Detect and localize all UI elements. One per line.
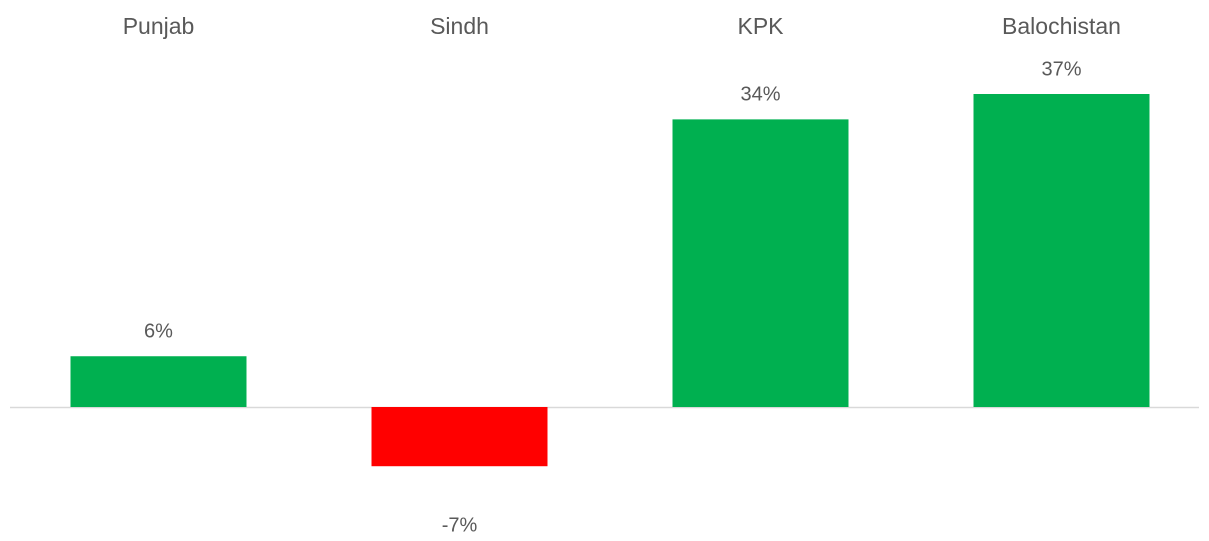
data-label: 34% — [740, 84, 780, 106]
bar — [672, 119, 849, 407]
data-label: -7% — [442, 514, 478, 536]
category-label: Balochistan — [1002, 13, 1121, 39]
bar — [371, 407, 548, 467]
category-label: KPK — [737, 13, 784, 39]
bar — [973, 94, 1150, 407]
data-label: 37% — [1041, 58, 1081, 80]
category-label: Punjab — [123, 13, 195, 39]
data-label: 6% — [144, 321, 173, 343]
bar — [70, 356, 247, 407]
category-label: Sindh — [430, 13, 489, 39]
